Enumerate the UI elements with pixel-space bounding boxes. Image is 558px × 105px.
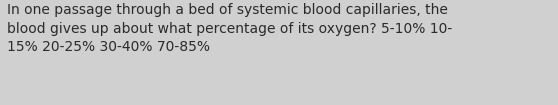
Text: In one passage through a bed of systemic blood capillaries, the
blood gives up a: In one passage through a bed of systemic… — [7, 3, 453, 54]
